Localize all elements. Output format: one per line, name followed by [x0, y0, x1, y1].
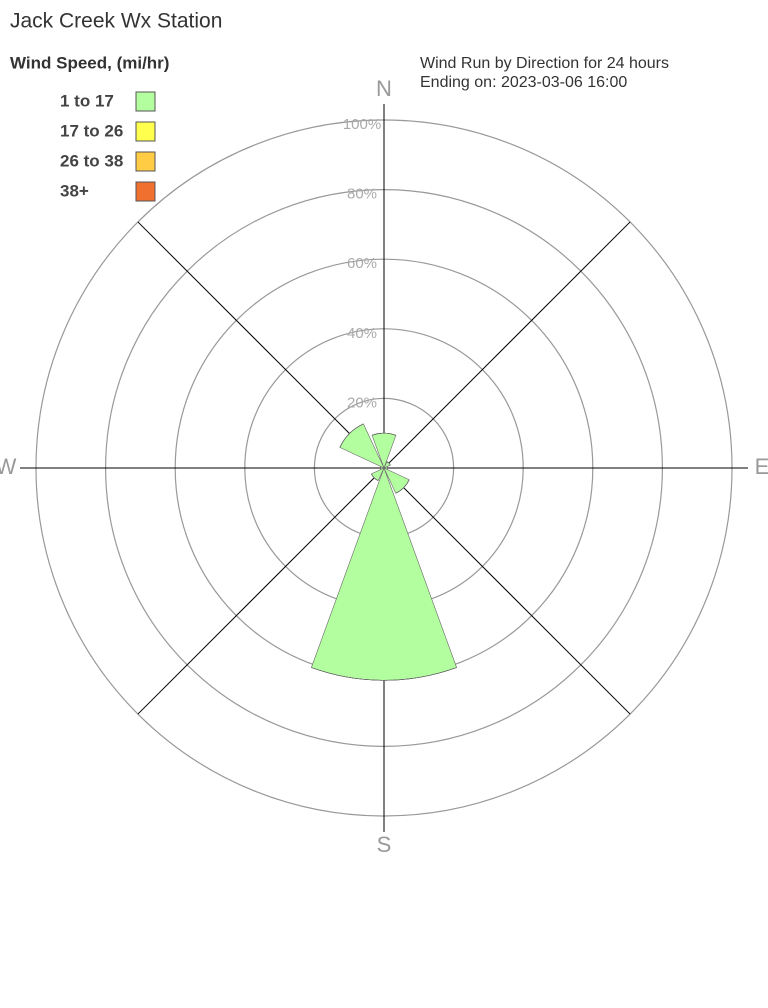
legend-swatch [135, 151, 156, 172]
legend-label: 38+ [60, 181, 89, 200]
legend-swatch [135, 181, 156, 202]
spoke [137, 467, 385, 715]
legend-title: Wind Speed, (mi/hr) [10, 53, 169, 72]
direction-label: N [376, 76, 392, 101]
r-tick-label: 40% [347, 325, 377, 342]
r-tick-label: 60% [347, 255, 377, 272]
wedge [371, 473, 379, 481]
legend-label: 17 to 26 [60, 121, 123, 140]
wedge [339, 423, 364, 448]
chart-title: Jack Creek Wx Station [10, 10, 222, 33]
wedge [395, 479, 410, 494]
wedge [311, 467, 457, 681]
r-tick-label: 80% [347, 186, 377, 203]
spoke [137, 221, 385, 469]
r-tick-label: 20% [347, 394, 377, 411]
spoke [383, 221, 631, 469]
legend-swatch [135, 121, 156, 142]
legend-label: 26 to 38 [60, 151, 123, 170]
legend-swatch [135, 91, 156, 112]
spoke [383, 467, 631, 715]
wedge [311, 667, 457, 681]
direction-label: S [377, 832, 392, 857]
subtitle: Ending on: 2023-03-06 16:00 [420, 74, 627, 91]
subtitle: Wind Run by Direction for 24 hours [420, 55, 669, 72]
legend-label: 1 to 17 [60, 91, 114, 110]
wedge [371, 432, 397, 436]
r-tick-label: 100% [343, 116, 381, 133]
direction-label: E [755, 454, 768, 479]
direction-label: W [0, 454, 17, 479]
